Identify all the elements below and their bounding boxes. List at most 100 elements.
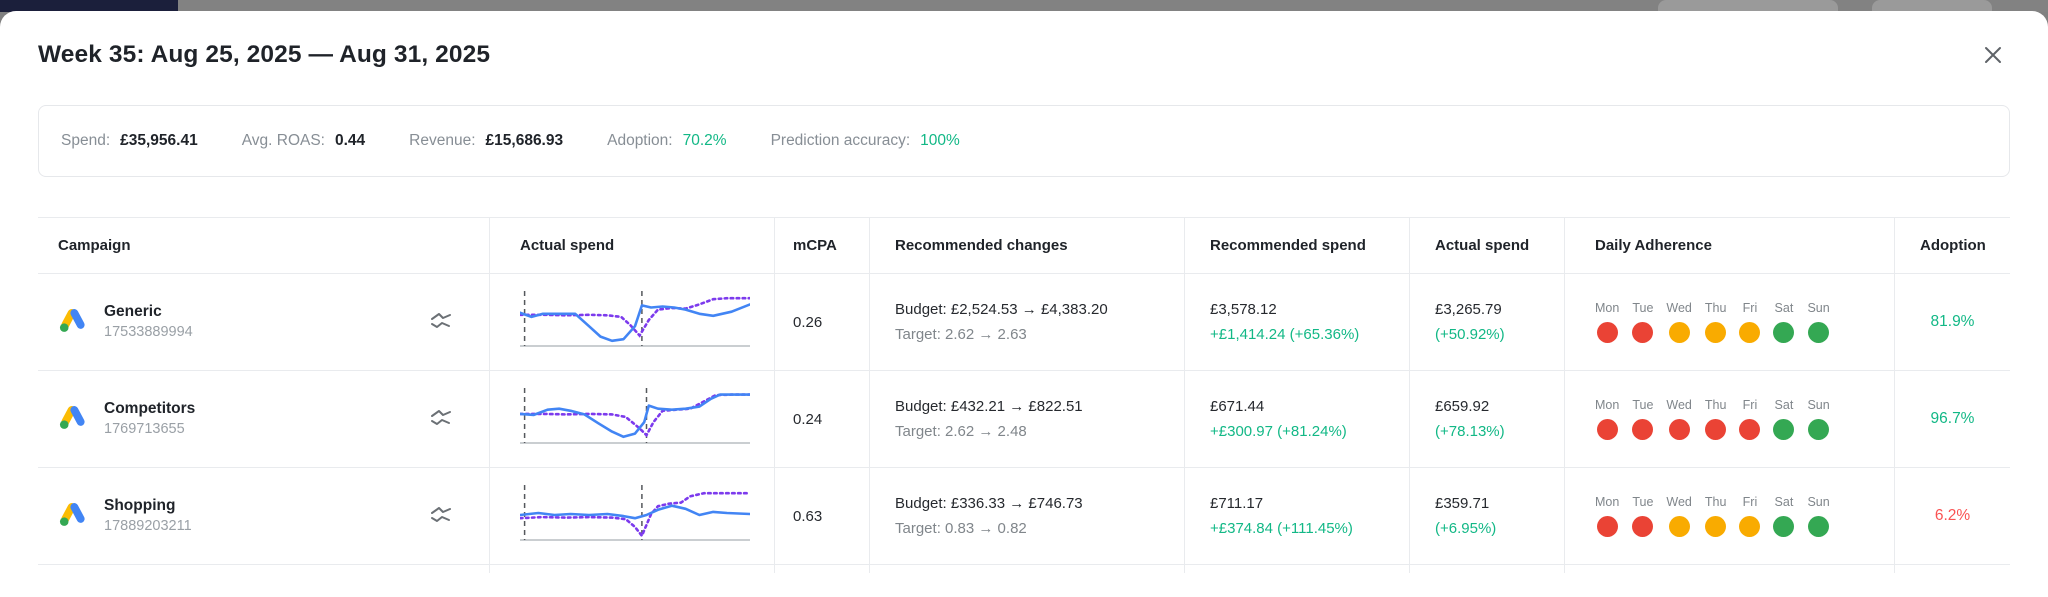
actual-spend-value: £3,265.79 bbox=[1435, 300, 1502, 318]
adoption-value: 81.9% bbox=[1895, 273, 2010, 370]
adherence-day: Fri bbox=[1739, 301, 1761, 343]
underlying-tab bbox=[1872, 0, 1992, 12]
campaign-cell: Competitors 1769713655 bbox=[38, 370, 490, 467]
adherence-day-label: Sat bbox=[1774, 398, 1794, 412]
adoption-value: 96.7% bbox=[1895, 370, 2010, 467]
mcpa-value: 0.26 bbox=[775, 273, 870, 370]
adherence-dots: Mon Tue Wed Thu Fri Sat Sun bbox=[1595, 301, 1830, 343]
underlying-page-strip bbox=[0, 0, 2048, 12]
daily-adherence-cell: Mon Tue Wed Thu Fri Sat Sun bbox=[1565, 273, 1895, 370]
adherence-dot-red bbox=[1668, 419, 1690, 440]
campaign-name: Generic bbox=[104, 302, 162, 320]
adherence-day: Tue bbox=[1632, 301, 1653, 343]
adherence-dot-orange bbox=[1668, 322, 1690, 343]
stat-prediction-accuracy: Prediction accuracy: 100% bbox=[771, 132, 960, 150]
stat-adoption: Adoption: 70.2% bbox=[607, 132, 726, 150]
target-change: Target: 2.62 → 2.48 bbox=[895, 423, 1027, 440]
page-title: Week 35: Aug 25, 2025 — Aug 31, 2025 bbox=[38, 41, 491, 68]
actual-spend-cell: £359.71 (+6.95%) bbox=[1410, 467, 1565, 564]
adherence-day-label: Sun bbox=[1807, 301, 1830, 315]
recommended-spend-value: £3,578.12 bbox=[1210, 300, 1277, 318]
recommended-changes-cell: Budget: £432.21 → £822.51 Target: 2.62 →… bbox=[870, 370, 1185, 467]
column-header-actual-spend-chart: Actual spend bbox=[490, 217, 775, 273]
compare-trend-button[interactable] bbox=[425, 404, 457, 435]
actual-spend-delta: (+50.92%) bbox=[1435, 326, 1505, 343]
adherence-day-label: Tue bbox=[1632, 301, 1654, 315]
recommended-spend-value: £711.17 bbox=[1210, 494, 1264, 512]
adherence-day: Fri bbox=[1739, 495, 1761, 537]
actual-spend-cell: £3,265.79 (+50.92%) bbox=[1410, 273, 1565, 370]
adherence-dot-orange bbox=[1668, 516, 1690, 537]
adherence-day: Sat bbox=[1773, 301, 1795, 343]
adherence-day: Mon bbox=[1595, 398, 1619, 440]
close-button[interactable] bbox=[1978, 41, 2008, 71]
adherence-dot-green bbox=[1808, 322, 1830, 343]
mcpa-value: 0.24 bbox=[775, 370, 870, 467]
adherence-dot-red bbox=[1596, 516, 1618, 537]
campaign-id: 17889203211 bbox=[104, 518, 192, 535]
adherence-day: Sun bbox=[1807, 398, 1830, 440]
mcpa-value: 0.63 bbox=[775, 467, 870, 564]
daily-adherence-cell: Mon Tue Wed Thu Fri Sat Sun bbox=[1565, 467, 1895, 564]
campaign-cell: Generic 17533889994 bbox=[38, 273, 490, 370]
stat-label: Prediction accuracy: bbox=[770, 132, 911, 149]
modal-header: Week 35: Aug 25, 2025 — Aug 31, 2025 bbox=[0, 11, 2048, 69]
target-change: Target: 2.62 → 2.63 bbox=[895, 326, 1027, 343]
adherence-dot-green bbox=[1808, 419, 1830, 440]
adherence-dot-red bbox=[1632, 419, 1654, 440]
stat-avg-roas: Avg. ROAS: 0.44 bbox=[242, 132, 365, 150]
adherence-day-label: Fri bbox=[1742, 301, 1758, 315]
adherence-dot-orange bbox=[1705, 322, 1727, 343]
stat-label: Adoption: bbox=[607, 132, 673, 149]
target-change: Target: 0.83 → 0.82 bbox=[895, 520, 1027, 537]
column-header-adoption: Adoption bbox=[1895, 217, 2010, 273]
adherence-dot-red bbox=[1632, 516, 1654, 537]
recommended-spend-cell: £3,578.12 +£1,414.24 (+65.36%) bbox=[1185, 273, 1410, 370]
stat-revenue: Revenue: £15,686.93 bbox=[409, 132, 563, 150]
recommended-changes-cell: Budget: £2,524.53 → £4,383.20 Target: 2.… bbox=[870, 273, 1185, 370]
adherence-day-label: Sat bbox=[1774, 301, 1794, 315]
actual-spend-value: £659.92 bbox=[1435, 397, 1490, 415]
compare-trend-button[interactable] bbox=[425, 307, 457, 338]
campaign-id: 1769713655 bbox=[104, 421, 185, 438]
adherence-day: Fri bbox=[1739, 398, 1761, 440]
column-header-recommended-spend: Recommended spend bbox=[1185, 217, 1410, 273]
recommended-spend-cell: £711.17 +£374.84 (+111.45%) bbox=[1185, 467, 1410, 564]
budget-change: Budget: £2,524.53 → £4,383.20 bbox=[895, 300, 1108, 318]
adherence-day: Sun bbox=[1807, 495, 1830, 537]
compare-trend-button[interactable] bbox=[425, 501, 457, 532]
adherence-day: Sat bbox=[1773, 398, 1795, 440]
adherence-day-label: Tue bbox=[1632, 398, 1654, 412]
column-header-mcpa: mCPA bbox=[775, 217, 870, 273]
stat-value: 0.44 bbox=[335, 132, 366, 149]
stat-label: Avg. ROAS: bbox=[241, 132, 325, 149]
underlying-tab bbox=[1658, 0, 1838, 12]
adherence-day-label: Wed bbox=[1666, 301, 1692, 315]
adherence-day: Tue bbox=[1632, 495, 1653, 537]
adherence-dot-green bbox=[1808, 516, 1830, 537]
adherence-day-label: Tue bbox=[1632, 495, 1654, 509]
adherence-day: Tue bbox=[1632, 398, 1653, 440]
spend-sparkline bbox=[518, 482, 752, 551]
adherence-day: Mon bbox=[1595, 301, 1619, 343]
adherence-day: Wed bbox=[1666, 398, 1692, 440]
actual-spend-delta: (+6.95%) bbox=[1435, 520, 1497, 537]
column-header-daily-adherence: Daily Adherence bbox=[1565, 217, 1895, 273]
adherence-day: Sun bbox=[1807, 301, 1830, 343]
campaign-cell: Shopping 17889203211 bbox=[38, 467, 490, 564]
actual-spend-value: £359.71 bbox=[1435, 494, 1490, 512]
stat-value: 100% bbox=[920, 132, 960, 149]
adherence-day: Wed bbox=[1666, 301, 1692, 343]
trend-waves-icon bbox=[429, 311, 453, 334]
spend-sparkline-cell bbox=[490, 467, 775, 564]
adherence-day: Thu bbox=[1705, 301, 1727, 343]
adherence-day-label: Mon bbox=[1595, 495, 1620, 509]
campaign-name: Competitors bbox=[104, 399, 196, 417]
stat-value: £35,956.41 bbox=[120, 132, 198, 149]
budget-change: Budget: £432.21 → £822.51 bbox=[895, 397, 1083, 415]
summary-stats-bar: Spend: £35,956.41 Avg. ROAS: 0.44 Revenu… bbox=[38, 105, 2010, 177]
adherence-dot-red bbox=[1596, 322, 1618, 343]
adherence-dot-green bbox=[1773, 322, 1795, 343]
stat-label: Revenue: bbox=[409, 132, 476, 149]
underlying-navbar-segment bbox=[0, 0, 178, 12]
